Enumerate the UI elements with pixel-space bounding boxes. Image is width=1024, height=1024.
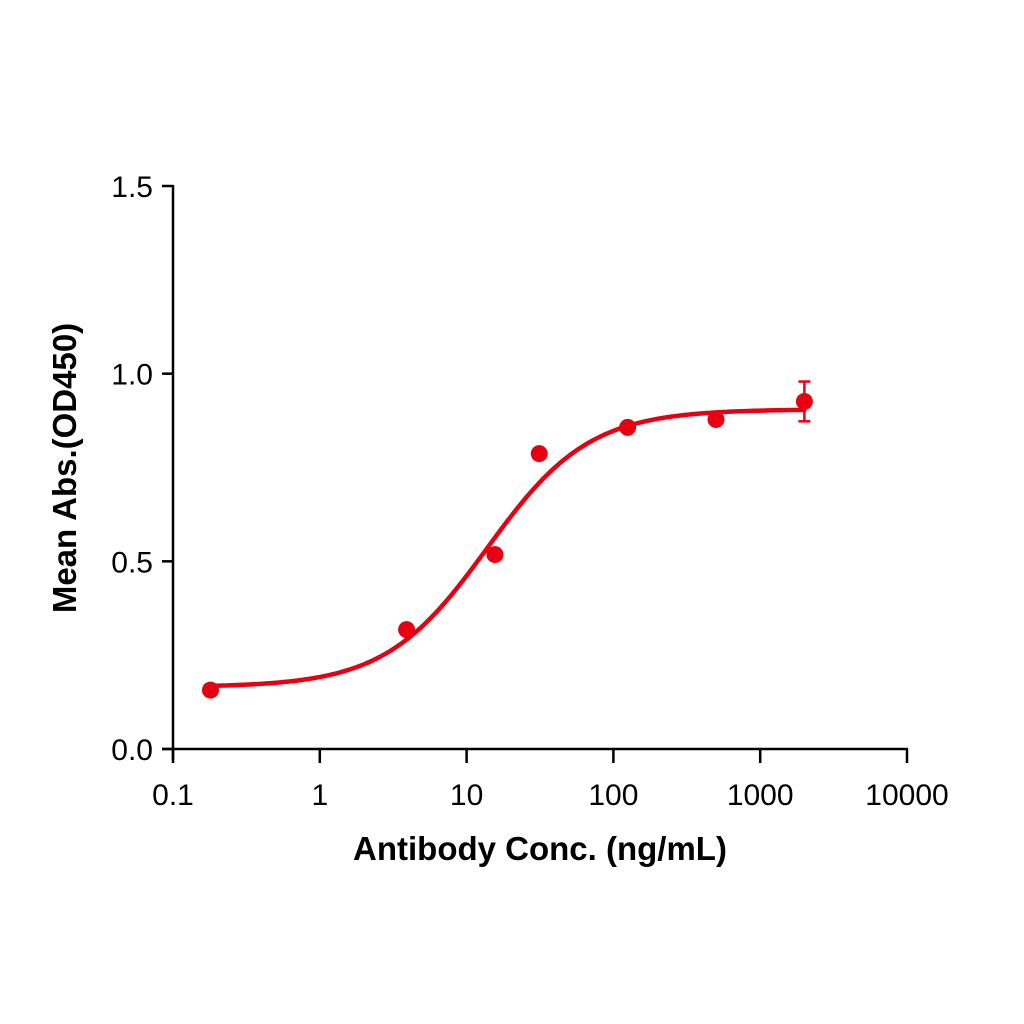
x-tick-label: 0.1 <box>152 779 194 812</box>
x-tick-label: 1000 <box>727 779 794 812</box>
data-point <box>619 418 637 436</box>
data-point <box>398 621 416 639</box>
fit-curve <box>208 407 807 689</box>
data-point <box>530 445 548 463</box>
data-point <box>707 410 725 428</box>
y-tick-label: 0.0 <box>111 734 153 767</box>
plot-area <box>201 380 813 699</box>
y-axis-title: Mean Abs.(OD450) <box>46 323 83 613</box>
y-tick-label: 0.5 <box>111 546 153 579</box>
y-tick-label: 1.0 <box>111 359 153 392</box>
y-axis: 0.0 0.5 1.0 1.5 <box>111 171 175 767</box>
x-tick-label: 100 <box>588 779 638 812</box>
x-axis-title: Antibody Conc. (ng/mL) <box>353 830 727 867</box>
x-axis: 0.1 1 10 100 1000 10000 <box>152 747 949 812</box>
x-tick-label: 1 <box>311 779 328 812</box>
data-point <box>795 392 813 410</box>
data-point <box>486 546 504 564</box>
x-tick-label: 10 <box>450 779 483 812</box>
data-point <box>201 681 219 699</box>
y-tick-label: 1.5 <box>111 171 153 204</box>
x-tick-label: 10000 <box>865 779 948 812</box>
